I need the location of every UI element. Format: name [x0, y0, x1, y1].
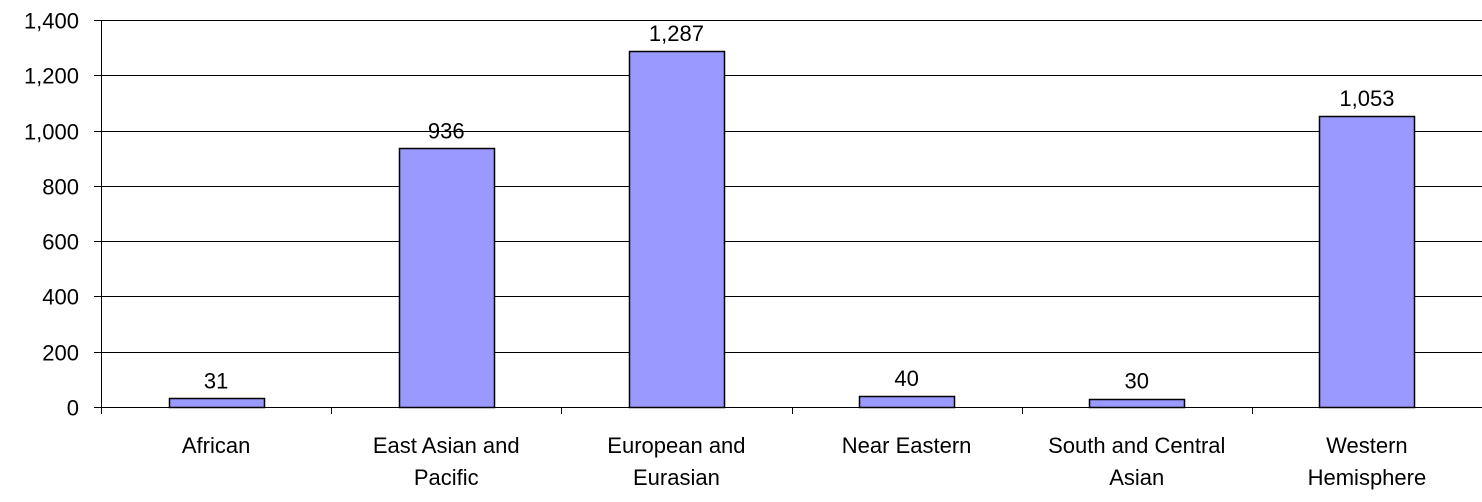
bar [1088, 398, 1186, 409]
grid-layer [101, 20, 1482, 353]
axis-layer [94, 20, 1482, 414]
x-tick-label-line: European and [607, 433, 745, 458]
label-layer: 0 200 400 600 800 1,000 1,200 1,400 31 936 1,287 40… [24, 9, 1426, 491]
y-tick-label: 1,200 [24, 64, 79, 89]
x-tick-label: Western Hemisphere [1308, 433, 1427, 490]
x-tick-label: African [182, 433, 250, 458]
bar [1318, 115, 1416, 409]
x-tick-label-line: Pacific [414, 465, 479, 490]
data-label: 1,053 [1339, 86, 1394, 111]
data-label: 1,287 [649, 21, 704, 46]
y-tick-label: 1,400 [24, 9, 79, 34]
bar [168, 397, 266, 409]
data-label: 30 [1125, 369, 1149, 394]
x-tick-label-line: Western [1326, 433, 1408, 458]
y-tick-label: 1,000 [24, 120, 79, 145]
bar [398, 147, 496, 409]
x-tick-label: South and Central Asian [1048, 433, 1225, 490]
x-tick-label-line: Near Eastern [842, 433, 972, 458]
x-tick-label-line: Hemisphere [1308, 465, 1427, 490]
x-tick-label: European and Eurasian [607, 433, 745, 490]
data-label: 936 [428, 118, 465, 143]
x-tick-label-line: African [182, 433, 250, 458]
x-tick-label-line: South and Central [1048, 433, 1225, 458]
bar-layer [168, 50, 1416, 409]
bar [858, 395, 956, 409]
data-label: 40 [894, 366, 918, 391]
y-tick-label: 800 [42, 175, 79, 200]
x-tick-label: East Asian and Pacific [373, 433, 520, 490]
x-tick-label-line: Asian [1109, 465, 1164, 490]
x-tick-label-line: East Asian and [373, 433, 520, 458]
data-label: 31 [204, 368, 228, 393]
y-tick-label: 600 [42, 230, 79, 255]
y-tick-label: 0 [67, 396, 79, 421]
y-tick-label: 200 [42, 341, 79, 366]
x-tick-label-line: Eurasian [633, 465, 720, 490]
x-tick-label: Near Eastern [842, 433, 972, 458]
bar [628, 50, 726, 409]
y-tick-label: 400 [42, 285, 79, 310]
